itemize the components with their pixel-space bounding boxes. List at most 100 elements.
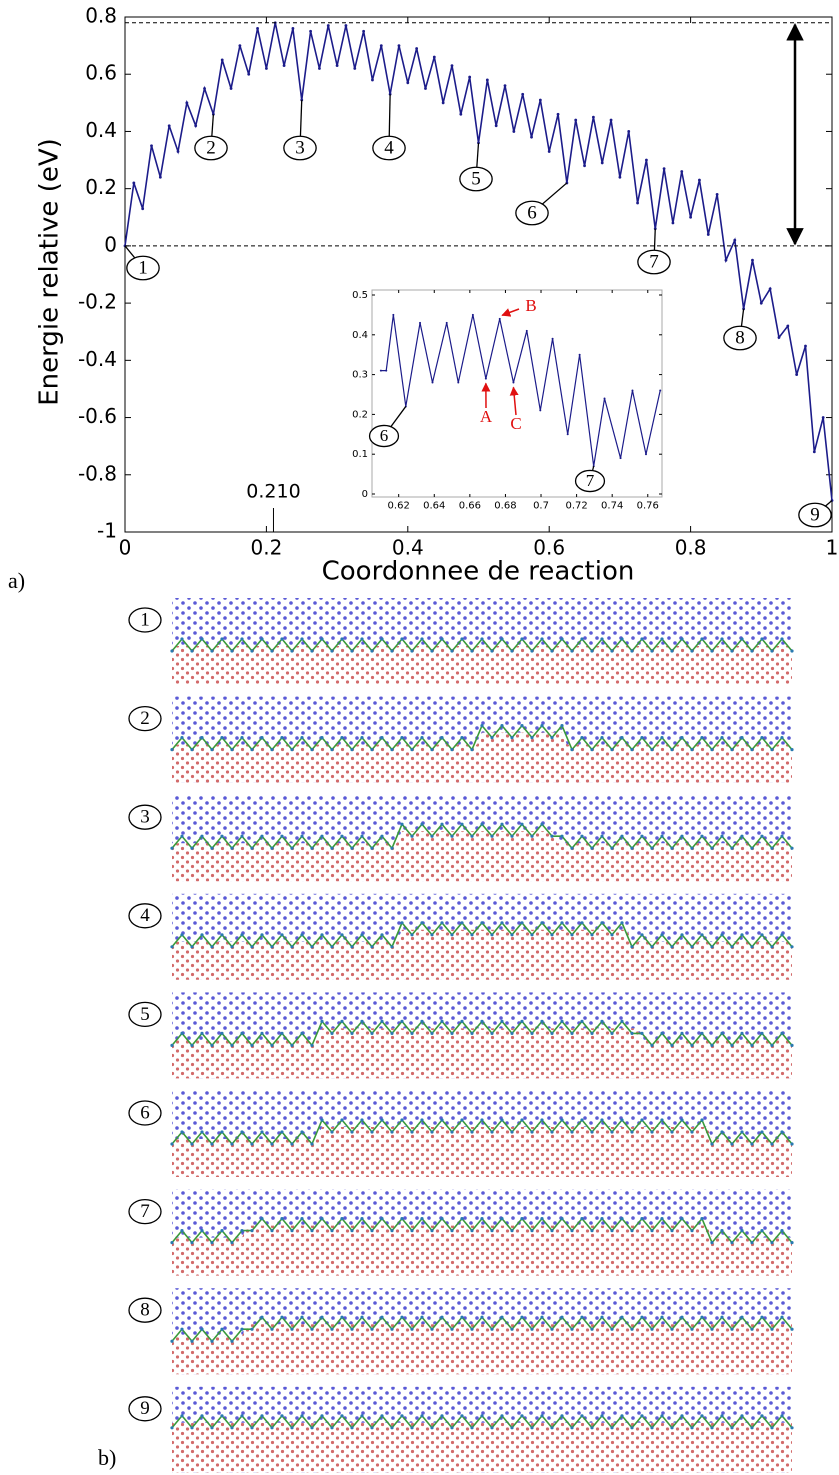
interface-atom xyxy=(370,1130,374,1134)
interface-atom xyxy=(320,1315,324,1319)
interface-atom xyxy=(680,1217,684,1221)
interface-atom xyxy=(180,933,184,937)
interface-atom xyxy=(330,1229,334,1233)
interface-atom xyxy=(200,834,204,838)
interface-atom xyxy=(450,1130,454,1134)
interface-atom xyxy=(500,822,504,826)
interface-atom xyxy=(470,748,474,752)
interface-atom xyxy=(240,736,244,740)
data-point xyxy=(265,67,268,70)
interface-atom xyxy=(710,846,714,850)
interface-atom xyxy=(620,637,624,641)
interface-atom xyxy=(570,1327,574,1331)
interface-atom xyxy=(740,933,744,937)
callout-circle xyxy=(126,255,160,281)
interface-atom xyxy=(780,933,784,937)
x-tick-label: 0.72 xyxy=(565,501,587,512)
callout-label: 7 xyxy=(649,251,659,272)
interface-atom xyxy=(310,1327,314,1331)
interface-atom xyxy=(690,1426,694,1430)
interface-atom xyxy=(760,834,764,838)
panel-circle xyxy=(128,903,162,929)
interface-atom xyxy=(430,748,434,752)
data-point xyxy=(194,124,198,128)
interface-atom xyxy=(390,1130,394,1134)
interface-atom xyxy=(550,736,554,740)
interface-atom xyxy=(720,637,724,641)
interface-atom xyxy=(600,1414,604,1418)
interface-atom xyxy=(510,1031,514,1035)
interface-atom xyxy=(370,846,374,850)
interface-atom xyxy=(740,834,744,838)
interface-atom xyxy=(210,649,214,653)
interface-atom xyxy=(480,724,484,728)
data-point xyxy=(751,258,754,262)
interface-atom xyxy=(360,736,364,740)
data-point xyxy=(671,221,675,225)
point-label: C xyxy=(510,414,521,433)
interface-atom xyxy=(400,1414,404,1418)
interface-atom xyxy=(660,933,664,937)
interface-atom xyxy=(430,1130,434,1134)
interface-atom xyxy=(770,1043,774,1047)
interface-atom xyxy=(410,834,414,838)
interface-atom xyxy=(200,1031,204,1035)
interface-atom xyxy=(720,834,724,838)
interface-atom xyxy=(610,649,614,653)
interface-atom xyxy=(560,1315,564,1319)
interface-atom xyxy=(430,1327,434,1331)
interface-atom xyxy=(360,1315,364,1319)
interface-atom xyxy=(310,846,314,850)
interface-atom xyxy=(560,637,564,641)
interface-atom xyxy=(510,1130,514,1134)
data-point xyxy=(256,27,259,30)
interface-atom xyxy=(250,945,254,949)
interface-atom xyxy=(490,933,494,937)
panel-circle xyxy=(128,607,162,633)
y-tick-label: 0.5 xyxy=(352,290,368,301)
interface-atom xyxy=(660,1315,664,1319)
interface-atom xyxy=(580,1315,584,1319)
interface-atom xyxy=(690,1043,694,1047)
interface-atom xyxy=(660,1031,664,1035)
interface-atom xyxy=(410,649,414,653)
interface-atom xyxy=(680,834,684,838)
interface-atom xyxy=(680,736,684,740)
interface-atom xyxy=(630,1327,634,1331)
interface-atom xyxy=(190,1339,194,1343)
interface-atom xyxy=(500,1217,504,1221)
interface-atom xyxy=(650,649,654,653)
data-point xyxy=(353,67,357,70)
interface-atom xyxy=(480,1118,484,1122)
interface-atom xyxy=(520,921,524,925)
interface-atom xyxy=(480,1217,484,1221)
data-point xyxy=(220,58,224,62)
data-point xyxy=(627,130,631,133)
data-point xyxy=(309,29,312,33)
interface-atom xyxy=(320,1414,324,1418)
interface-atom xyxy=(640,1118,644,1122)
data-point xyxy=(698,178,701,182)
interface-atom xyxy=(500,921,504,925)
interface-atom xyxy=(740,1229,744,1233)
interface-atom xyxy=(480,1019,484,1024)
data-point xyxy=(733,238,737,242)
interface-atom xyxy=(320,1118,324,1122)
interface-atom xyxy=(560,921,564,925)
interface-atom xyxy=(280,1031,284,1035)
interface-atom xyxy=(280,1130,284,1134)
interface-atom xyxy=(770,1426,774,1430)
data-point xyxy=(566,433,569,436)
interface-atom xyxy=(530,1031,534,1035)
panel-circle xyxy=(128,705,162,732)
interface-atom xyxy=(680,1414,684,1418)
interface-atom xyxy=(460,1019,464,1024)
interface-atom xyxy=(250,748,254,752)
interface-atom xyxy=(570,1426,574,1430)
interface-atom xyxy=(210,748,214,752)
interface-atom xyxy=(320,933,324,937)
data-point xyxy=(397,44,401,48)
data-point xyxy=(662,167,666,171)
interface-atom xyxy=(600,921,604,925)
